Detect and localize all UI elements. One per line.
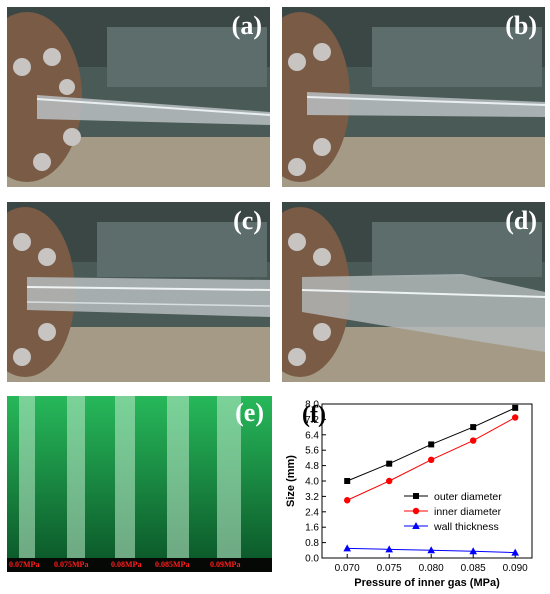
panel-label-e: (e) bbox=[235, 398, 264, 427]
y-tick-label: 4.0 bbox=[305, 477, 319, 488]
photo-panel-c: (c) bbox=[7, 202, 270, 382]
data-point bbox=[385, 545, 393, 553]
plot-frame bbox=[321, 403, 533, 559]
glass-tubes-photo-e bbox=[7, 396, 272, 572]
data-point bbox=[412, 522, 420, 529]
x-tick-label: 0.085 bbox=[461, 563, 486, 574]
chart-panel-f: 0.0 0.8 1.6 2.4 3.2 4.0 4.8 5.6 6.4 7.2 8.0 0.070 0.… bbox=[282, 396, 548, 592]
glass-tube-photo-c bbox=[7, 202, 270, 382]
panel-label-a: (a) bbox=[231, 11, 262, 40]
y-tick-label: 6.4 bbox=[305, 430, 319, 441]
panel-label-f: (f) bbox=[302, 402, 326, 428]
data-point bbox=[512, 404, 519, 411]
data-point bbox=[428, 441, 435, 448]
photo-panel-d: (d) bbox=[282, 202, 545, 382]
data-point bbox=[344, 497, 351, 504]
panel-label-b: (b) bbox=[505, 11, 537, 40]
chart-legend: outer diameter inner diameter wall thickne… bbox=[404, 491, 502, 533]
chart-series bbox=[343, 404, 519, 556]
y-tick-label: 8.0 bbox=[305, 400, 319, 411]
x-axis-label: Pressure of inner gas (MPa) bbox=[354, 577, 500, 589]
photo-panel-a: (a) bbox=[7, 7, 270, 187]
glass-tube-photo-d bbox=[282, 202, 545, 382]
x-tick-label: 0.070 bbox=[335, 563, 360, 574]
legend-label: wall thickness bbox=[433, 521, 499, 533]
y-tick-label: 0.8 bbox=[305, 538, 319, 549]
data-point bbox=[343, 544, 351, 552]
y-tick-label: 1.6 bbox=[305, 523, 319, 534]
data-point bbox=[412, 507, 420, 515]
tube-label-4: 0.085MPa bbox=[155, 560, 190, 569]
x-tick-label: 0.075 bbox=[377, 563, 402, 574]
y-tick-label: 2.4 bbox=[305, 507, 319, 518]
x-tick-label: 0.080 bbox=[419, 563, 444, 574]
data-point bbox=[413, 493, 419, 499]
data-point bbox=[470, 437, 477, 444]
y-tick-label: 5.6 bbox=[305, 446, 319, 457]
photo-panel-e: (e) 0.07MPa 0.075MPa 0.08MPa 0.085MPa 0.… bbox=[7, 396, 272, 572]
y-tick-label: 4.8 bbox=[305, 461, 319, 472]
tube-label-2: 0.075MPa bbox=[54, 560, 89, 569]
legend-label: outer diameter bbox=[434, 491, 502, 503]
y-axis-label: Size (mm) bbox=[285, 455, 297, 507]
data-point bbox=[469, 547, 477, 555]
data-point bbox=[344, 478, 351, 484]
panel-label-d: (d) bbox=[505, 206, 537, 235]
legend-label: inner diameter bbox=[434, 506, 502, 518]
data-point bbox=[427, 546, 435, 554]
data-point bbox=[386, 477, 393, 485]
photo-panel-b: (b) bbox=[282, 7, 545, 187]
glass-tube-photo-a bbox=[7, 7, 270, 187]
tube-label-3: 0.08MPa bbox=[111, 560, 142, 569]
panel-label-c: (c) bbox=[233, 206, 262, 235]
glass-tube-photo-b bbox=[282, 7, 545, 187]
y-tick-label: 0.0 bbox=[305, 554, 319, 565]
tube-label-5: 0.09MPa bbox=[210, 560, 241, 569]
data-point bbox=[428, 456, 435, 464]
y-tick-label: 7.2 bbox=[305, 415, 319, 426]
tube-label-1: 0.07MPa bbox=[9, 560, 40, 569]
size-vs-pressure-chart: 0.0 0.8 1.6 2.4 3.2 4.0 4.8 5.6 6.4 7.2 8.0 0.070 0.… bbox=[285, 400, 533, 589]
chart-axes: 0.0 0.8 1.6 2.4 3.2 4.0 4.8 5.6 6.4 7.2 8.0 0.070 0.… bbox=[285, 400, 533, 589]
data-point bbox=[512, 414, 519, 421]
y-tick-label: 3.2 bbox=[305, 492, 319, 503]
data-point bbox=[470, 424, 477, 431]
data-point bbox=[386, 460, 393, 467]
data-point bbox=[511, 548, 519, 556]
x-tick-label: 0.090 bbox=[503, 563, 528, 574]
